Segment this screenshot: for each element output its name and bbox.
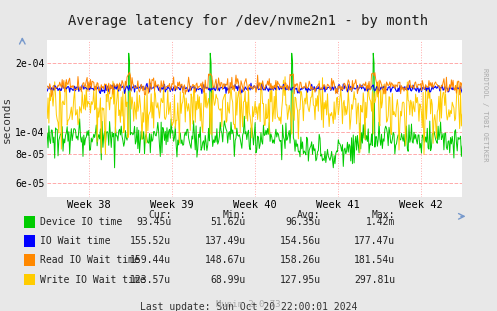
Text: 93.45u: 93.45u	[136, 217, 171, 227]
Text: 158.26u: 158.26u	[279, 255, 321, 265]
Text: RRDTOOL / TOBI OETIKER: RRDTOOL / TOBI OETIKER	[482, 68, 488, 162]
Text: 1.42m: 1.42m	[366, 217, 395, 227]
Text: 96.35u: 96.35u	[285, 217, 321, 227]
Text: 51.62u: 51.62u	[211, 217, 246, 227]
Text: Cur:: Cur:	[148, 210, 171, 220]
Text: Read IO Wait time: Read IO Wait time	[40, 255, 140, 265]
Text: Munin 2.0.73: Munin 2.0.73	[216, 300, 281, 309]
Text: 154.56u: 154.56u	[279, 236, 321, 246]
Text: Min:: Min:	[223, 210, 246, 220]
Text: Max:: Max:	[372, 210, 395, 220]
Text: 159.44u: 159.44u	[130, 255, 171, 265]
Text: 155.52u: 155.52u	[130, 236, 171, 246]
Y-axis label: seconds: seconds	[2, 95, 12, 142]
Text: 127.95u: 127.95u	[279, 275, 321, 285]
Text: 148.67u: 148.67u	[205, 255, 246, 265]
Text: Device IO time: Device IO time	[40, 217, 122, 227]
Text: 123.57u: 123.57u	[130, 275, 171, 285]
Text: Average latency for /dev/nvme2n1 - by month: Average latency for /dev/nvme2n1 - by mo…	[69, 14, 428, 28]
Text: Last update: Sun Oct 20 22:00:01 2024: Last update: Sun Oct 20 22:00:01 2024	[140, 302, 357, 311]
Text: 137.49u: 137.49u	[205, 236, 246, 246]
Text: Avg:: Avg:	[297, 210, 321, 220]
Text: 177.47u: 177.47u	[354, 236, 395, 246]
Text: Write IO Wait time: Write IO Wait time	[40, 275, 146, 285]
Text: 297.81u: 297.81u	[354, 275, 395, 285]
Text: IO Wait time: IO Wait time	[40, 236, 110, 246]
Text: 181.54u: 181.54u	[354, 255, 395, 265]
Text: 68.99u: 68.99u	[211, 275, 246, 285]
